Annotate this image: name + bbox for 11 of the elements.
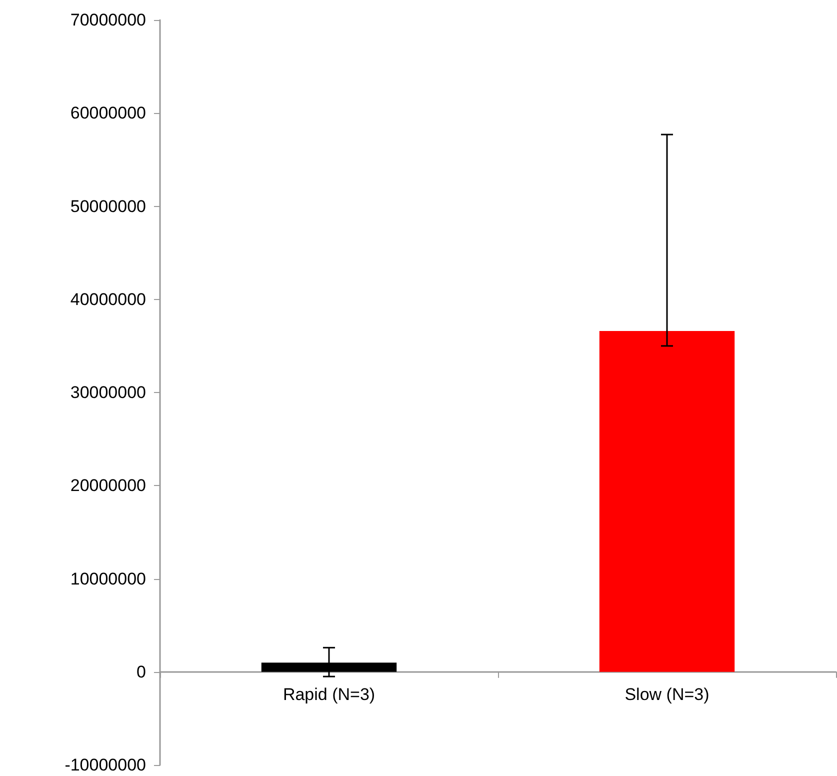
y-tick-label: 30000000 bbox=[70, 383, 146, 402]
y-tick-label: 20000000 bbox=[70, 476, 146, 496]
y-tick-label: 40000000 bbox=[70, 290, 146, 309]
y-tick-label: 70000000 bbox=[70, 10, 146, 30]
y-tick-label: 60000000 bbox=[70, 104, 146, 123]
y-tick-label: -10000000 bbox=[64, 756, 146, 774]
x-tick-label: Slow (N=3) bbox=[624, 684, 710, 704]
y-tick-label: 0 bbox=[136, 662, 146, 682]
x-tick-label: Rapid (N=3) bbox=[282, 684, 376, 704]
y-tick-label: 50000000 bbox=[70, 196, 146, 216]
y-tick-label: 10000000 bbox=[70, 569, 146, 588]
